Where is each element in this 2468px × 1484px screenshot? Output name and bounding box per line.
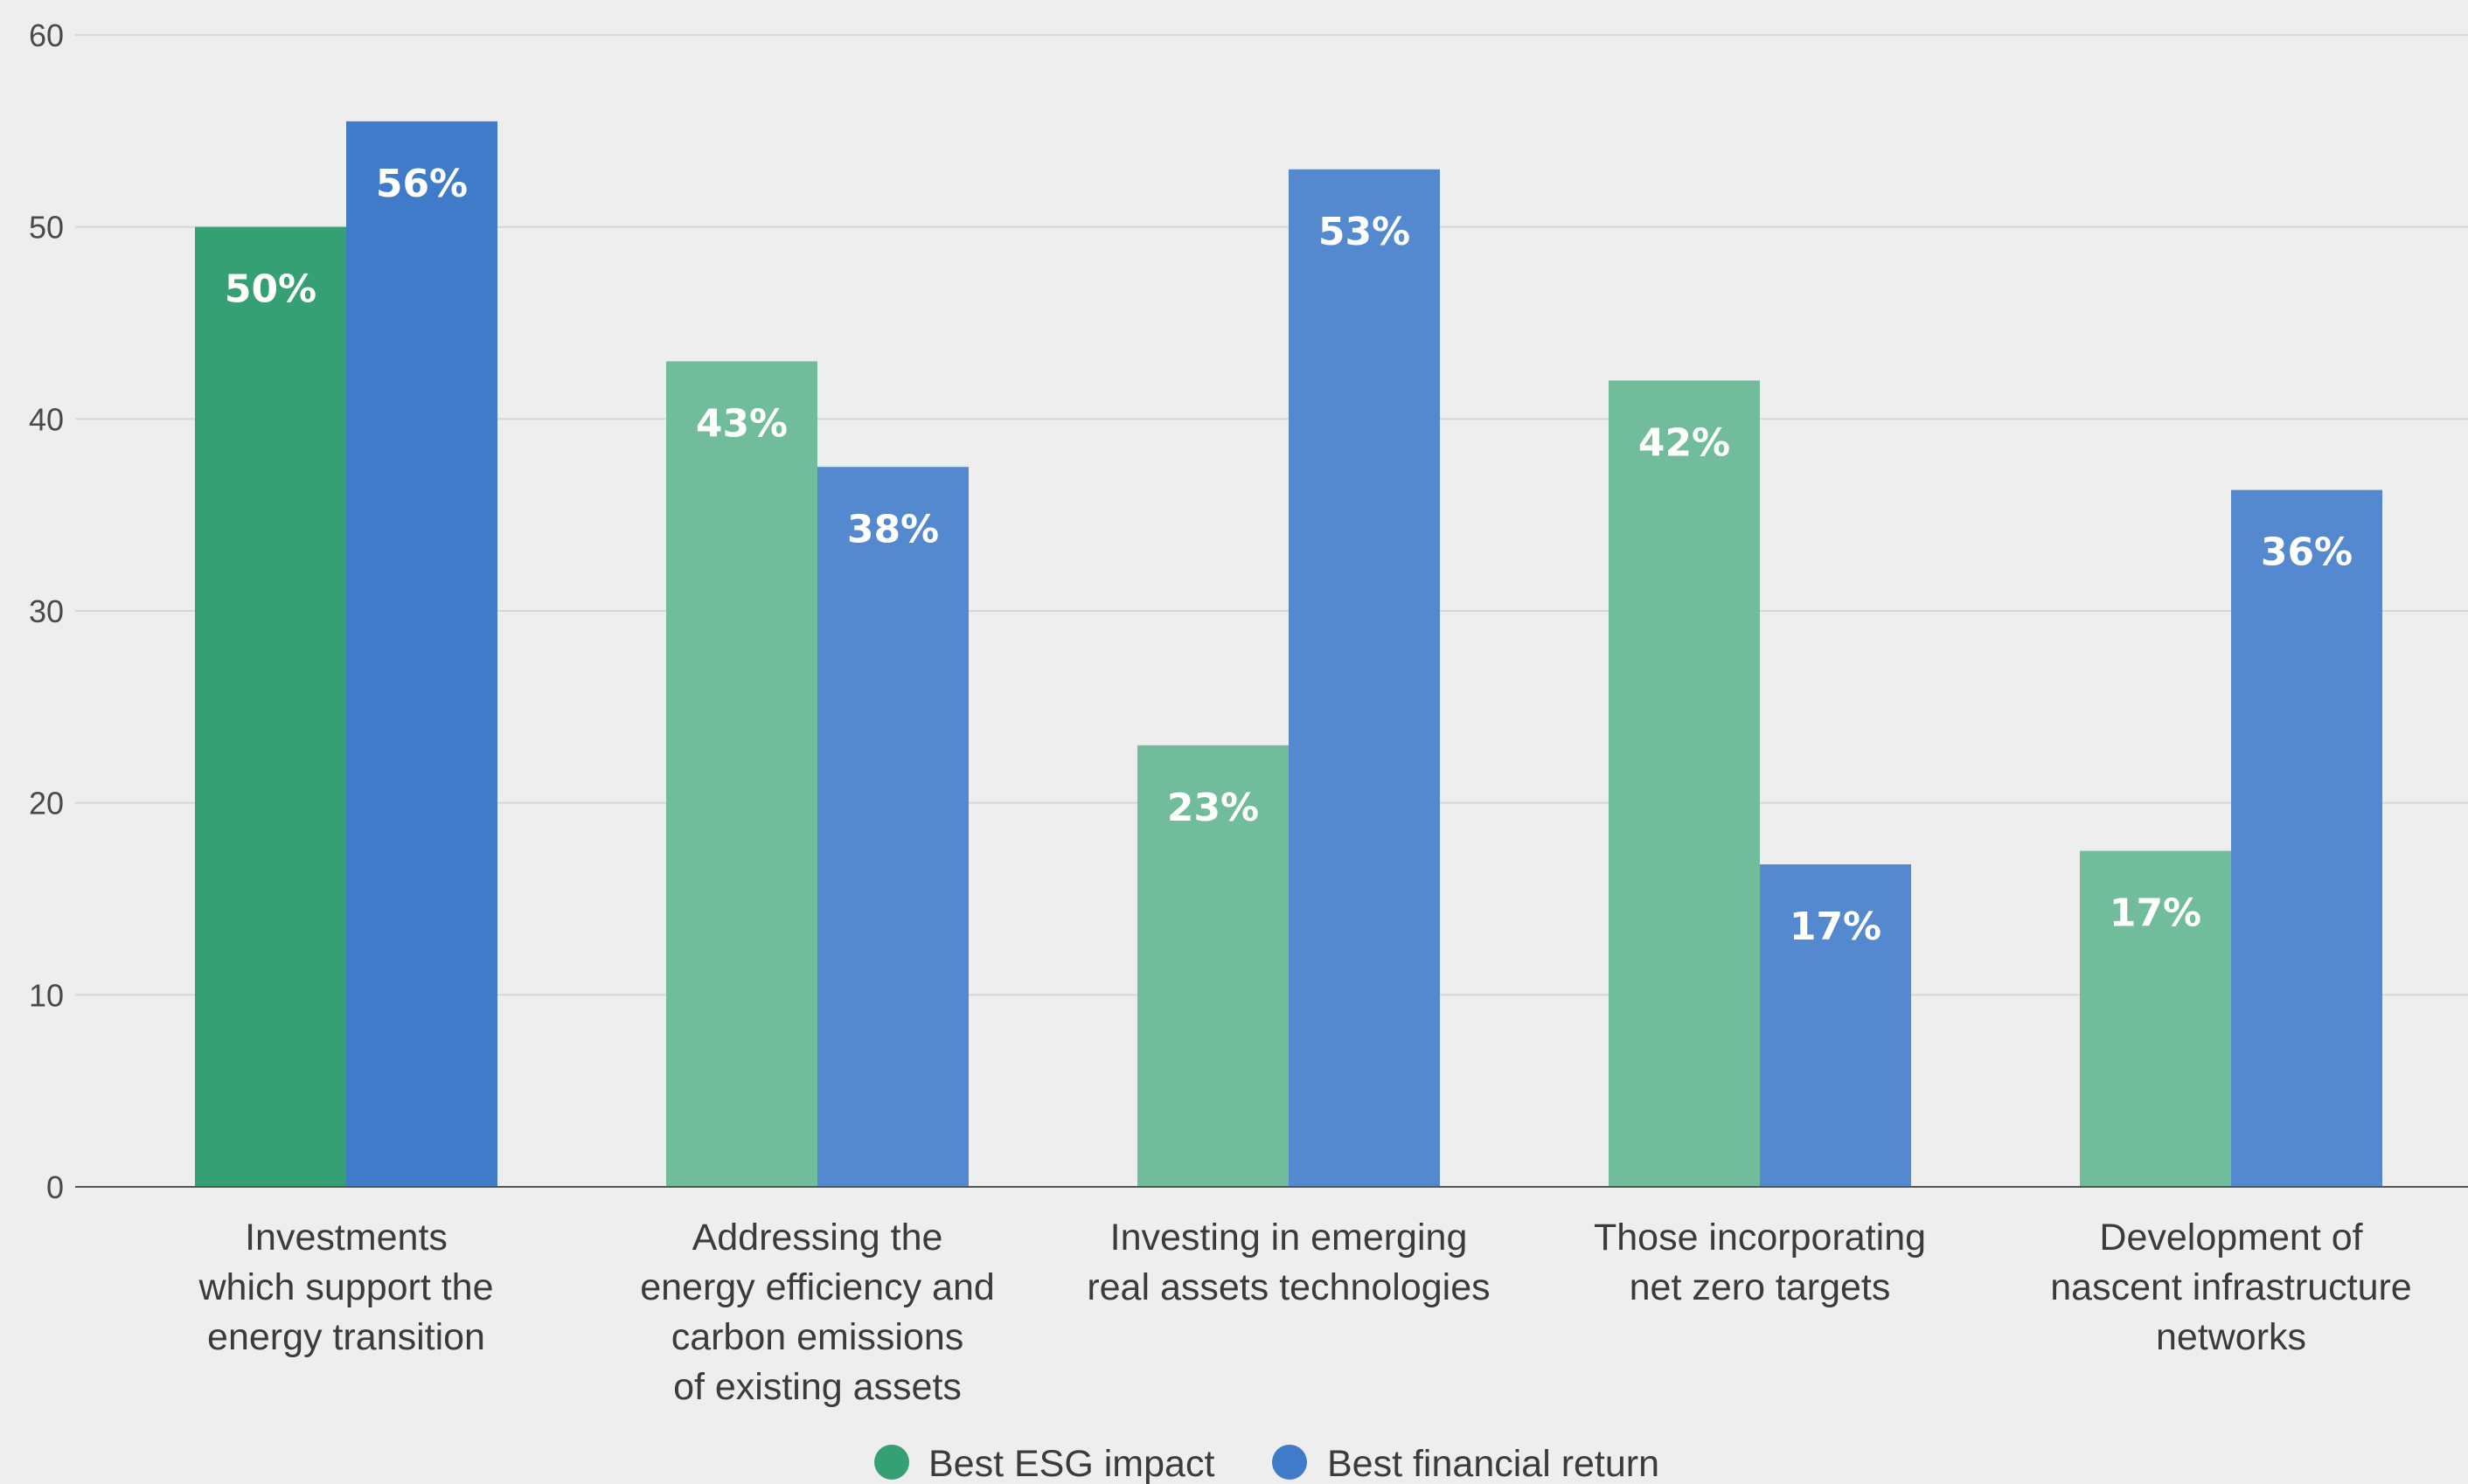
bar-esg-3 (1137, 745, 1289, 1187)
bar-value-label-esg-4: 42% (1638, 420, 1730, 465)
category-label-line: real assets technologies (1087, 1266, 1490, 1308)
bar-value-label-esg-1: 50% (225, 267, 316, 312)
category-label-line: Investing in emerging (1110, 1217, 1468, 1259)
category-label-1: Investments which support the energy trans… (198, 1217, 493, 1358)
bar-value-label-esg-5: 17% (2110, 891, 2201, 936)
bar-financial-3 (1289, 169, 1440, 1188)
category-label-line: carbon emissions (671, 1316, 964, 1358)
category-label-line: which support the (198, 1266, 493, 1308)
category-label-4: Those incorporating net zero targets (1594, 1217, 1926, 1308)
bar-esg-2 (666, 361, 817, 1187)
y-tick-label-20: 20 (29, 786, 64, 822)
bar-esg-4 (1609, 380, 1760, 1187)
legend-swatch-financial (1272, 1445, 1307, 1480)
category-label-line: Those incorporating (1594, 1217, 1926, 1259)
bar-value-label-financial-5: 36% (2261, 530, 2353, 575)
legend-label-financial: Best financial return (1327, 1443, 1659, 1484)
bar-financial-1 (346, 121, 497, 1188)
legend-swatch-esg (874, 1445, 909, 1480)
category-label-5: Development of nascent infrastructure netw… (2050, 1217, 2411, 1358)
y-tick-label-40: 40 (29, 401, 64, 437)
category-label-line: networks (2156, 1316, 2306, 1358)
y-tick-label-30: 30 (29, 593, 64, 629)
bar-value-label-financial-3: 53% (1318, 210, 1410, 254)
category-label-line: energy transition (207, 1316, 485, 1358)
bar-financial-5 (2231, 489, 2382, 1187)
category-label-line: net zero targets (1630, 1266, 1891, 1308)
category-label-3: Investing in emerging real assets technol… (1087, 1217, 1490, 1308)
category-label-line: Development of (2099, 1217, 2363, 1259)
category-label-line: Investments (245, 1217, 448, 1259)
bar-value-label-esg-2: 43% (696, 401, 788, 446)
bar-value-label-esg-3: 23% (1167, 786, 1259, 830)
y-tick-label-50: 50 (29, 210, 64, 246)
category-label-line: of existing assets (673, 1366, 962, 1408)
bar-financial-4 (1760, 863, 1911, 1187)
category-label-2: Addressing the energy efficiency and carbo… (640, 1217, 995, 1408)
y-tick-label-60: 60 (29, 17, 64, 53)
bar-financial-2 (817, 467, 969, 1187)
bar-esg-5 (2080, 850, 2231, 1187)
bar-value-label-financial-1: 56% (376, 162, 468, 206)
legend-label-esg: Best ESG impact (928, 1443, 1214, 1484)
bar-esg-1 (195, 226, 346, 1188)
category-label-line: Addressing the (692, 1217, 943, 1259)
y-tick-label-0: 0 (46, 1169, 64, 1205)
category-label-line: energy efficiency and (640, 1266, 995, 1308)
bar-value-label-financial-2: 38% (847, 507, 939, 551)
y-tick-label-10: 10 (29, 977, 64, 1013)
bar-value-label-financial-4: 17% (1790, 905, 1881, 949)
category-label-line: nascent infrastructure (2050, 1266, 2411, 1308)
